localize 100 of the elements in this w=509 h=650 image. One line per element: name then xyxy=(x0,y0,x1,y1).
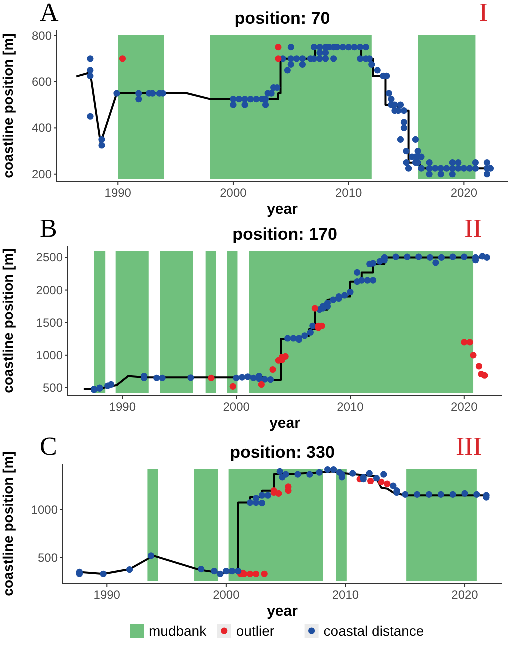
point xyxy=(390,482,397,490)
point xyxy=(392,254,400,260)
x-tick-label: 2000 xyxy=(220,186,248,200)
point xyxy=(217,570,224,578)
x-axis-title: year xyxy=(267,201,298,218)
text: B xyxy=(40,214,58,243)
point xyxy=(367,478,374,485)
point xyxy=(358,277,366,284)
point xyxy=(264,492,272,499)
point xyxy=(350,470,356,477)
point xyxy=(276,490,282,497)
point xyxy=(126,566,134,574)
y-tick-label: 200 xyxy=(32,167,52,182)
point xyxy=(330,466,338,474)
point xyxy=(438,254,445,262)
point xyxy=(246,570,254,578)
point xyxy=(233,374,240,382)
y-tick-label: 500 xyxy=(42,380,64,395)
text: A xyxy=(40,0,59,27)
point xyxy=(450,254,456,260)
point xyxy=(316,469,323,476)
point xyxy=(294,471,302,478)
legend-label: coastal distance xyxy=(324,623,424,639)
point xyxy=(100,570,107,578)
point xyxy=(282,353,289,360)
point xyxy=(364,277,371,284)
x-tick-label: 1990 xyxy=(104,186,132,200)
point xyxy=(462,490,468,497)
point xyxy=(470,352,477,359)
point xyxy=(211,568,218,575)
point xyxy=(366,470,373,477)
y-tick-label: 1000 xyxy=(31,502,58,517)
point xyxy=(312,305,318,312)
point xyxy=(290,335,297,342)
point xyxy=(108,381,115,388)
point xyxy=(461,254,468,260)
point xyxy=(310,322,316,330)
point xyxy=(324,466,332,474)
legend-label: mudbank xyxy=(149,623,208,639)
x-tick-label: 2020 xyxy=(450,186,478,200)
x-tick-label: 2010 xyxy=(337,400,364,414)
point xyxy=(262,376,268,383)
x-tick-label: 2020 xyxy=(452,588,479,602)
point xyxy=(244,374,252,380)
x-tick-label: 2000 xyxy=(213,588,240,602)
x-axis-title: year xyxy=(270,415,301,432)
text: II xyxy=(464,214,482,243)
x-tick-label: 2000 xyxy=(223,400,250,414)
point xyxy=(380,471,388,478)
chart-title: position: 170 xyxy=(232,225,338,244)
y-tick-label: 2500 xyxy=(36,250,64,265)
y-tick-label: 400 xyxy=(32,121,52,136)
y-tick-label: 1000 xyxy=(36,348,64,362)
point xyxy=(276,468,284,475)
point xyxy=(342,292,348,299)
point xyxy=(282,471,290,478)
point xyxy=(198,566,205,573)
point xyxy=(208,374,215,382)
x-tick-label: 2010 xyxy=(332,588,360,602)
point xyxy=(285,488,292,494)
y-axis-title: coastline position [m] xyxy=(0,452,16,596)
point xyxy=(414,491,421,498)
point xyxy=(302,332,308,340)
point xyxy=(476,363,483,370)
point xyxy=(230,383,236,390)
point xyxy=(307,329,314,336)
point xyxy=(384,480,391,488)
point xyxy=(223,568,230,575)
point xyxy=(373,475,380,482)
y-tick-label: 800 xyxy=(32,28,52,43)
point xyxy=(378,478,385,486)
point xyxy=(461,339,468,346)
point xyxy=(270,366,276,374)
y-tick-label: 2000 xyxy=(36,283,64,298)
point xyxy=(426,254,434,262)
text: I xyxy=(479,0,488,27)
x-tick-label: 2010 xyxy=(335,186,362,200)
text: III xyxy=(456,432,482,461)
point xyxy=(284,335,292,342)
chart-title: position: 70 xyxy=(234,9,330,28)
point xyxy=(261,570,268,578)
y-axis-title: coastline position [m] xyxy=(0,248,16,394)
point xyxy=(432,260,440,266)
point xyxy=(466,339,474,346)
x-tick-label: 1990 xyxy=(109,400,136,414)
point xyxy=(258,492,266,499)
point xyxy=(482,372,488,379)
point xyxy=(416,254,422,260)
y-tick-label: 500 xyxy=(38,550,58,565)
point xyxy=(370,277,377,284)
point xyxy=(438,491,444,498)
x-axis-title: year xyxy=(267,603,298,620)
point xyxy=(426,491,433,498)
point xyxy=(330,296,337,304)
point xyxy=(250,374,257,382)
point xyxy=(159,374,166,382)
y-tick-label: 600 xyxy=(32,74,52,89)
point xyxy=(404,254,411,260)
point xyxy=(450,491,456,498)
y-tick-label: 1500 xyxy=(36,316,64,330)
